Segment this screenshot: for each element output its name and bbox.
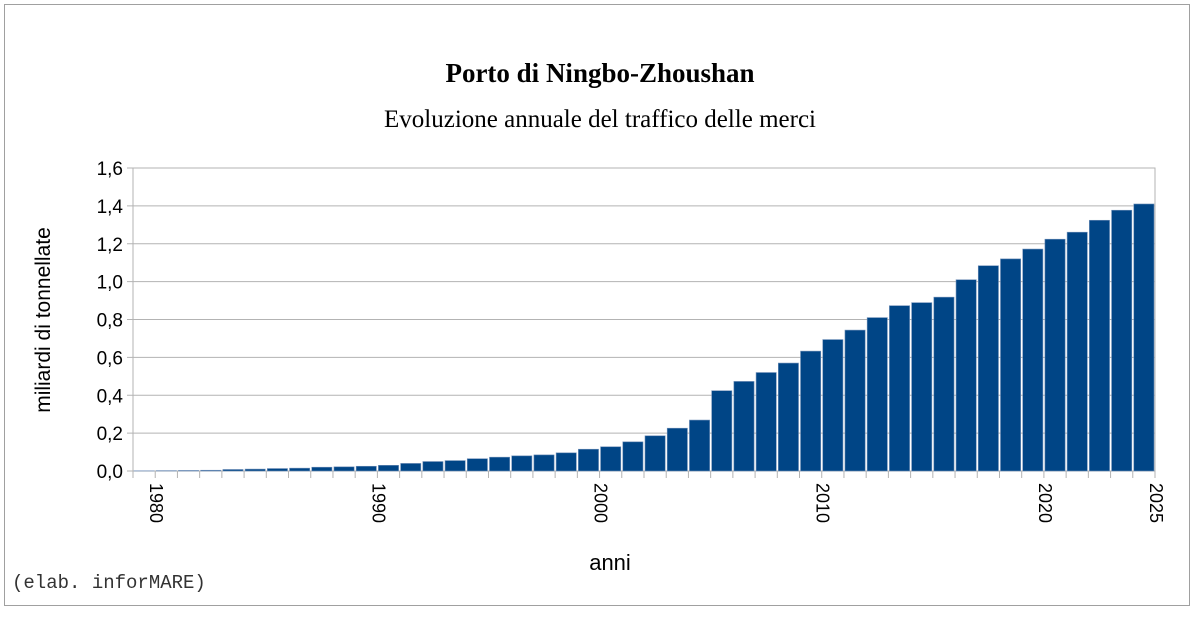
chart-title: Porto di Ningbo-Zhoushan <box>445 58 755 88</box>
x-tick-label: 2010 <box>813 483 833 523</box>
bar-2001 <box>600 446 622 472</box>
bar-1987 <box>289 467 311 472</box>
bar-1998 <box>533 454 555 472</box>
bar-1986 <box>267 468 288 472</box>
y-tick-label: 0,6 <box>97 348 123 369</box>
bar-2012 <box>844 329 866 472</box>
bar-2020 <box>1022 248 1044 472</box>
bar-2008 <box>755 372 777 472</box>
x-tick-label: 2000 <box>590 483 610 523</box>
x-tick-label: 1980 <box>146 483 166 523</box>
bar-2005 <box>689 419 710 472</box>
y-tick-label: 1,0 <box>97 273 123 294</box>
bar-2017 <box>955 279 977 472</box>
chart-subtitle: Evoluzione annuale del traffico delle me… <box>384 106 816 133</box>
bar-1993 <box>422 461 444 472</box>
bar-1988 <box>311 466 333 472</box>
bar-1995 <box>466 458 488 472</box>
bar-2014 <box>889 305 910 472</box>
bar-1985 <box>244 468 266 472</box>
bar-2013 <box>866 317 888 472</box>
bar-1994 <box>444 460 466 472</box>
bar-2022 <box>1066 231 1088 472</box>
bar-2016 <box>933 296 955 472</box>
chart-frame <box>4 4 1190 606</box>
bar-1990 <box>355 465 377 472</box>
bar-1992 <box>400 463 422 472</box>
bar-2025 <box>1133 203 1155 472</box>
bar-1983 <box>200 469 222 472</box>
bar-1999 <box>555 452 577 472</box>
y-tick-label: 1,6 <box>97 159 123 180</box>
bar-2009 <box>778 362 799 472</box>
x-axis-label: anni <box>589 550 631 575</box>
y-tick-label: 1,4 <box>97 197 124 218</box>
bar-1984 <box>222 469 244 472</box>
bar-1982 <box>178 470 199 472</box>
y-tick-label: 1,2 <box>97 235 123 256</box>
bar-2018 <box>977 265 999 472</box>
bar-2000 <box>578 448 599 472</box>
bar-2003 <box>644 435 666 472</box>
bar-1991 <box>378 465 399 472</box>
bar-2024 <box>1111 209 1133 472</box>
credit-note: (elab. inforMARE) <box>12 572 206 594</box>
bar-2004 <box>666 427 688 472</box>
bar-1996 <box>489 456 510 472</box>
y-tick-label: 0,8 <box>97 311 123 332</box>
x-tick-label: 2025 <box>1146 483 1166 523</box>
bar-2002 <box>622 441 644 472</box>
bar-2007 <box>733 381 755 472</box>
bar-2021 <box>1044 238 1066 472</box>
bar-2019 <box>1000 258 1021 472</box>
bar-2015 <box>911 302 933 472</box>
x-tick-label: 2020 <box>1035 483 1055 523</box>
y-tick-label: 0,2 <box>97 424 123 445</box>
bar-2006 <box>711 390 733 472</box>
bar-2011 <box>822 339 844 472</box>
y-tick-label: 0,4 <box>97 386 124 407</box>
y-tick-label: 0,0 <box>97 462 123 483</box>
bar-1989 <box>333 466 355 472</box>
x-tick-label: 1990 <box>368 483 388 523</box>
bar-2010 <box>800 350 822 472</box>
bar-1997 <box>511 455 533 472</box>
bar-2023 <box>1089 219 1110 472</box>
